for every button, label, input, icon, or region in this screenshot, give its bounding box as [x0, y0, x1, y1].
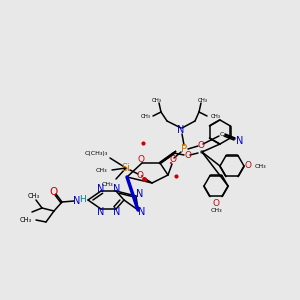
Text: CH₃: CH₃: [210, 208, 222, 212]
Text: N: N: [97, 207, 105, 217]
Text: CH₃: CH₃: [20, 217, 32, 223]
Text: N: N: [138, 207, 146, 217]
Text: C: C: [200, 149, 204, 154]
Text: H: H: [79, 194, 86, 203]
Polygon shape: [127, 177, 139, 211]
Text: CH₃: CH₃: [101, 182, 113, 187]
Text: O: O: [49, 187, 57, 197]
Text: N: N: [236, 136, 244, 146]
Text: O: O: [244, 161, 251, 170]
Text: P: P: [181, 144, 187, 154]
Text: CH₃: CH₃: [141, 113, 151, 119]
Text: CH₃: CH₃: [152, 98, 162, 103]
Text: •: •: [140, 174, 144, 180]
Text: CH₃: CH₃: [198, 98, 208, 103]
Text: O: O: [169, 155, 176, 164]
Text: CH₃: CH₃: [255, 164, 267, 169]
Text: CH₃: CH₃: [28, 193, 40, 199]
Text: N: N: [73, 196, 81, 206]
Text: N: N: [136, 189, 144, 199]
Text: CH₃: CH₃: [211, 113, 221, 119]
Text: N: N: [113, 184, 121, 194]
Text: CH₃: CH₃: [95, 169, 107, 173]
Text: O: O: [136, 172, 143, 181]
Polygon shape: [160, 151, 176, 163]
Text: N: N: [177, 125, 185, 135]
Text: O: O: [212, 199, 220, 208]
Text: C: C: [220, 133, 224, 137]
Text: N: N: [97, 184, 105, 194]
Text: N: N: [113, 207, 121, 217]
Text: Si: Si: [122, 163, 130, 173]
Text: O: O: [197, 140, 205, 149]
Text: C(CH₃)₃: C(CH₃)₃: [85, 152, 108, 157]
Text: •: •: [169, 161, 173, 167]
Text: O: O: [137, 154, 145, 164]
Text: O: O: [184, 151, 191, 160]
